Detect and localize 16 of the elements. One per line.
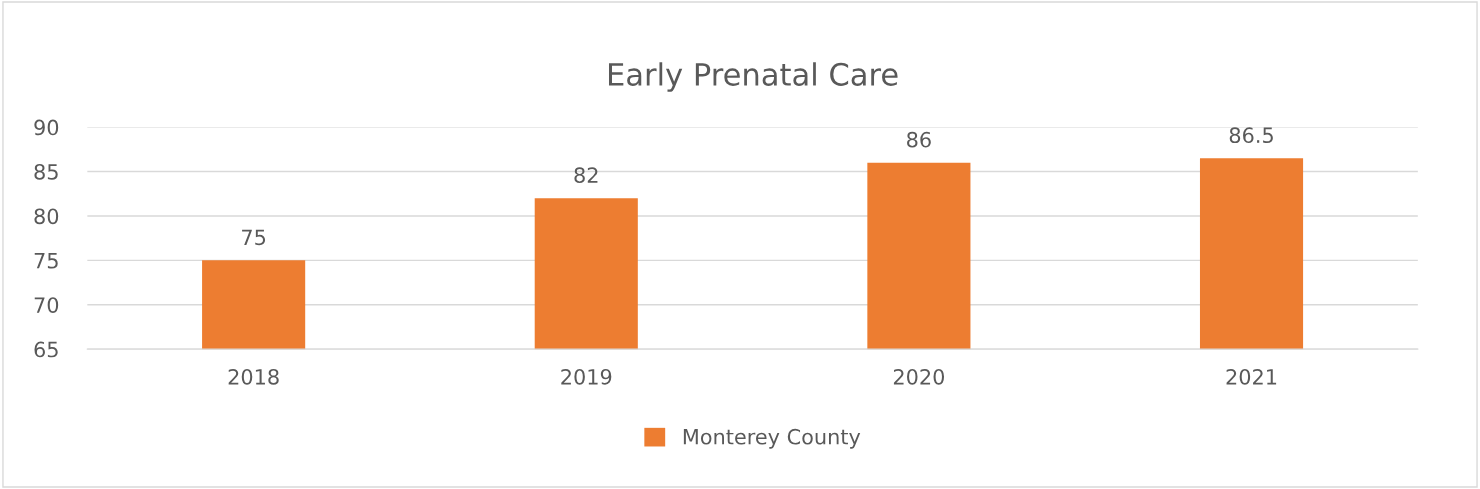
y-tick-label: 90	[34, 119, 59, 136]
data-label: 86.5	[1229, 127, 1273, 144]
x-tick-label: 2020	[893, 368, 945, 385]
x-tick-label: 2021	[1226, 368, 1277, 385]
x-tick-label: 2019	[561, 368, 612, 385]
data-label: 86	[907, 131, 931, 148]
y-tick-label: 75	[34, 253, 58, 269]
data-label: 82	[574, 167, 598, 184]
legend-label: Monterey County	[683, 428, 861, 449]
chart-title: Early Prenatal Care	[608, 62, 898, 92]
y-tick-label: 85	[34, 163, 58, 180]
y-tick-label: 80	[34, 208, 59, 225]
x-tick-label: 2018	[228, 368, 279, 385]
data-label: 75	[242, 229, 266, 246]
y-tick-label: 70	[34, 297, 59, 313]
y-tick-label: 65	[34, 341, 58, 358]
